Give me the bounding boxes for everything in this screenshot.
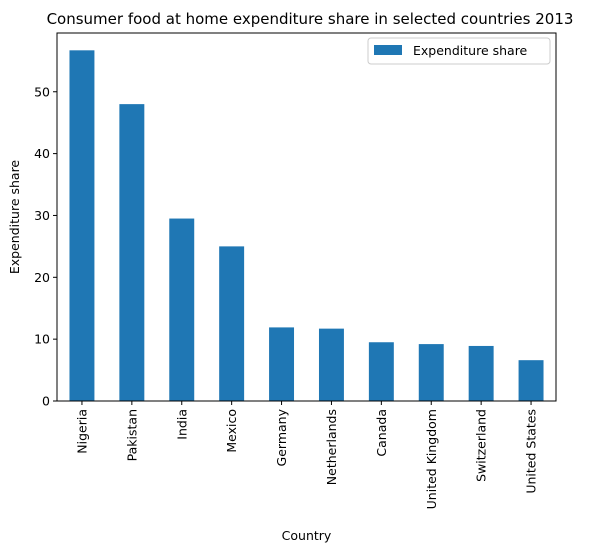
y-tick-label: 20 <box>34 270 50 285</box>
x-tick-label: Mexico <box>224 409 239 453</box>
x-tick-label: Netherlands <box>324 409 339 485</box>
legend-swatch <box>374 45 402 55</box>
x-tick-label: United States <box>524 409 539 494</box>
legend-box <box>367 37 551 65</box>
x-tick-label: Germany <box>274 408 289 466</box>
x-axis: Nigeria Pakistan India Mexico Germany Netherl… <box>74 401 539 509</box>
legend-label: Expenditure share <box>413 43 528 58</box>
x-axis-title: Country <box>282 528 332 543</box>
bar-germany <box>269 327 295 401</box>
y-axis-title: Expenditure share <box>7 160 22 275</box>
plot-frame <box>56 32 557 402</box>
y-axis: 0 10 20 30 40 50 <box>34 84 57 409</box>
x-tick-label: India <box>174 409 189 440</box>
legend: Expenditure share <box>367 37 551 65</box>
bar-netherlands <box>318 328 344 401</box>
y-tick-label: 50 <box>34 84 50 99</box>
bar-switzerland <box>468 345 494 401</box>
bar-united-kingdom <box>418 344 444 401</box>
bar-india <box>169 218 195 401</box>
bars-group <box>69 50 544 402</box>
x-tick-label: Switzerland <box>474 409 489 482</box>
x-tick-label: Pakistan <box>124 409 139 461</box>
y-tick-label: 30 <box>34 208 50 223</box>
x-tick-label: United Kingdom <box>424 409 439 509</box>
y-tick-label: 0 <box>42 394 50 409</box>
x-tick-label: Nigeria <box>74 409 89 454</box>
y-tick-label: 40 <box>34 146 50 161</box>
y-tick-label: 10 <box>34 332 50 347</box>
bar-nigeria <box>69 50 95 401</box>
chart-title: Consumer food at home expenditure share … <box>47 10 574 28</box>
bar-canada <box>368 342 394 401</box>
x-tick-label: Canada <box>374 409 389 457</box>
bar-mexico <box>219 246 245 401</box>
bar-pakistan <box>119 104 145 402</box>
bar-united-states <box>518 360 544 401</box>
